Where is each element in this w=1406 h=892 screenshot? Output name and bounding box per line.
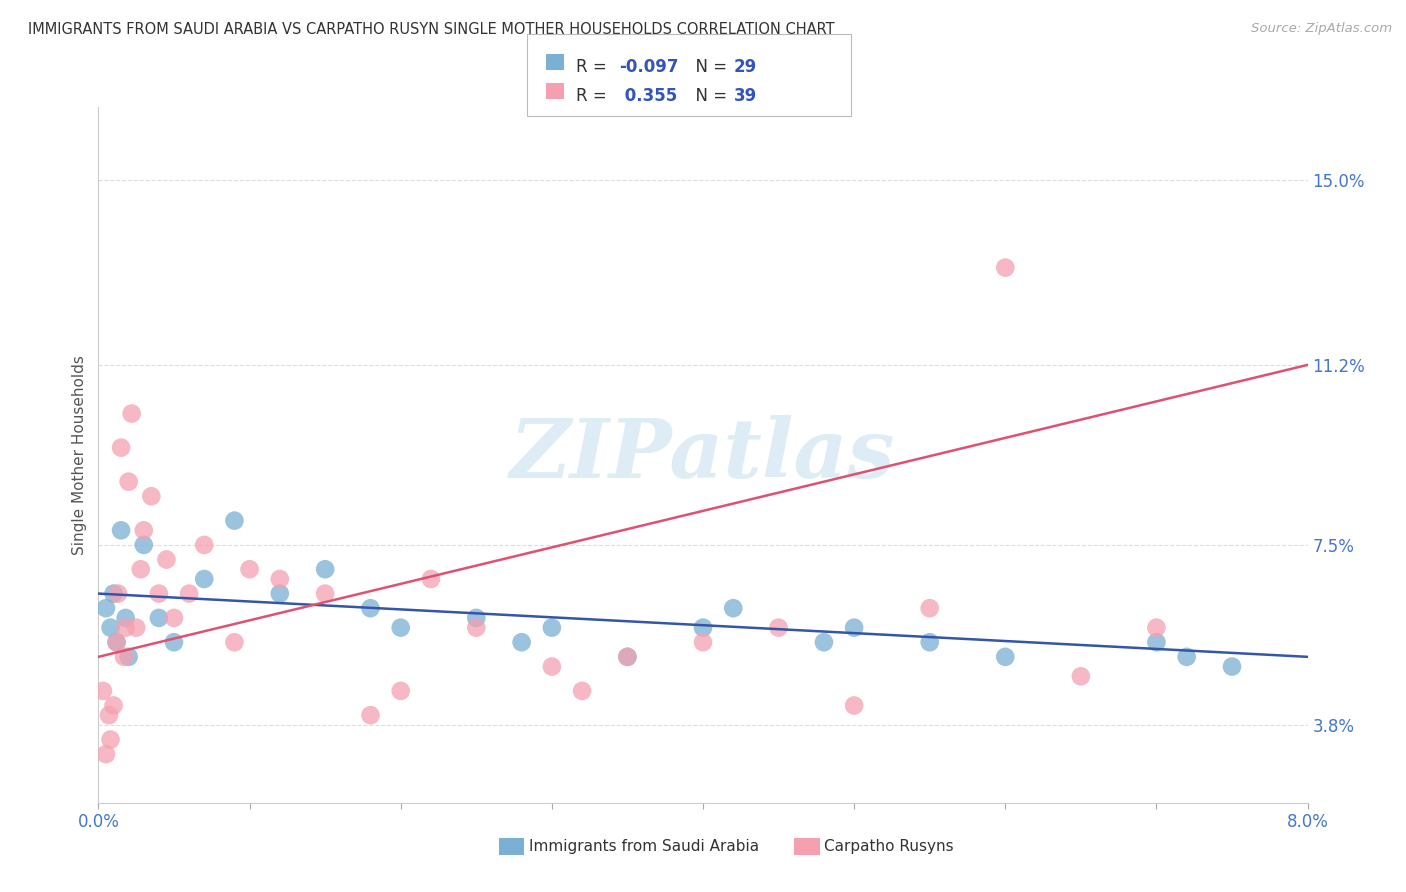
Point	[389, 621, 412, 635]
Text: Source: ZipAtlas.com: Source: ZipAtlas.com	[1251, 22, 1392, 36]
Text: N =: N =	[685, 58, 733, 76]
Point	[98, 708, 121, 723]
Point	[1175, 649, 1198, 664]
Point	[389, 684, 412, 698]
Point	[94, 747, 117, 761]
Point	[163, 611, 186, 625]
Point	[193, 572, 215, 586]
Point	[1070, 669, 1092, 683]
Point	[110, 441, 132, 455]
Point	[105, 635, 128, 649]
Point	[918, 635, 941, 649]
Point	[571, 684, 593, 698]
Point	[360, 601, 382, 615]
Point	[100, 621, 122, 635]
Point	[224, 514, 246, 528]
Point	[813, 635, 835, 649]
Point	[314, 562, 336, 576]
Text: R =: R =	[576, 58, 613, 76]
Point	[465, 621, 488, 635]
Point	[1144, 621, 1167, 635]
Point	[314, 586, 336, 600]
Point	[112, 649, 135, 664]
Text: IMMIGRANTS FROM SAUDI ARABIA VS CARPATHO RUSYN SINGLE MOTHER HOUSEHOLDS CORRELAT: IMMIGRANTS FROM SAUDI ARABIA VS CARPATHO…	[28, 22, 835, 37]
Point	[107, 586, 129, 600]
Text: ZIPatlas: ZIPatlas	[510, 415, 896, 495]
Point	[239, 562, 262, 576]
Point	[918, 601, 941, 615]
Y-axis label: Single Mother Households: Single Mother Households	[72, 355, 87, 555]
Point	[193, 538, 215, 552]
Point	[844, 698, 866, 713]
Point	[132, 538, 155, 552]
Point	[148, 611, 170, 625]
Text: N =: N =	[685, 87, 733, 104]
Point	[129, 562, 152, 576]
Point	[768, 621, 790, 635]
Point	[110, 524, 132, 538]
Text: -0.097: -0.097	[619, 58, 678, 76]
Point	[141, 489, 163, 503]
Point	[616, 649, 638, 664]
Point	[994, 649, 1017, 664]
Point	[148, 586, 170, 600]
Point	[114, 621, 136, 635]
Point	[1144, 635, 1167, 649]
Point	[723, 601, 745, 615]
Point	[692, 635, 714, 649]
Text: R =: R =	[576, 87, 613, 104]
Point	[105, 635, 128, 649]
Point	[420, 572, 443, 586]
Point	[360, 708, 382, 723]
Point	[616, 649, 638, 664]
Point	[540, 659, 562, 673]
Point	[269, 572, 291, 586]
Point	[540, 621, 562, 635]
Point	[100, 732, 122, 747]
Text: Carpatho Rusyns: Carpatho Rusyns	[824, 839, 953, 854]
Text: 0.355: 0.355	[619, 87, 676, 104]
Text: 29: 29	[734, 58, 758, 76]
Point	[91, 684, 114, 698]
Point	[118, 649, 141, 664]
Text: 39: 39	[734, 87, 758, 104]
Point	[103, 698, 125, 713]
Point	[465, 611, 488, 625]
Point	[103, 586, 125, 600]
Point	[510, 635, 533, 649]
Point	[844, 621, 866, 635]
Point	[114, 611, 136, 625]
Point	[994, 260, 1017, 275]
Point	[125, 621, 148, 635]
Point	[163, 635, 186, 649]
Point	[155, 552, 177, 566]
Point	[94, 601, 117, 615]
Point	[692, 621, 714, 635]
Point	[132, 524, 155, 538]
Point	[121, 407, 143, 421]
Point	[1220, 659, 1243, 673]
Point	[269, 586, 291, 600]
Text: Immigrants from Saudi Arabia: Immigrants from Saudi Arabia	[529, 839, 759, 854]
Point	[224, 635, 246, 649]
Point	[177, 586, 201, 600]
Point	[118, 475, 141, 489]
